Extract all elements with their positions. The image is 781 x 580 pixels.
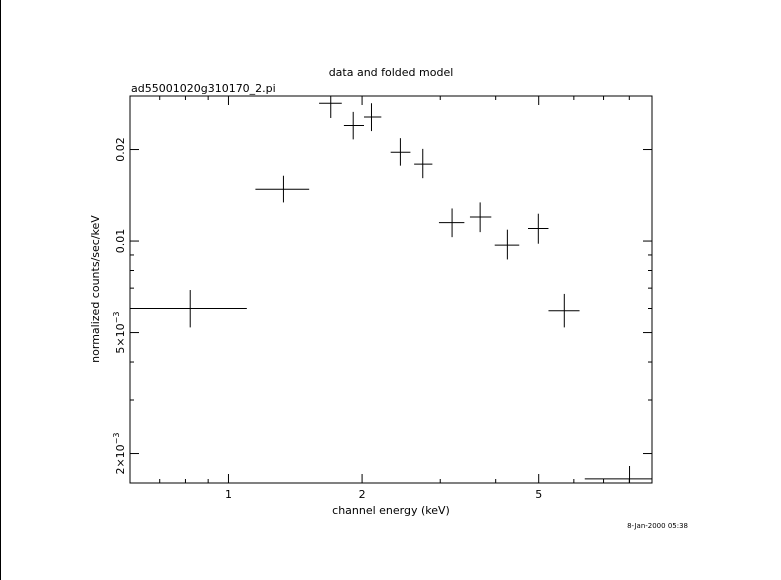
y-axis-tick-labels: 2×10−3 5×10−3 0.01 0.02 (112, 137, 127, 474)
plot-frame (129, 95, 653, 484)
data-point (319, 96, 342, 118)
data-point (584, 465, 652, 483)
y-tick-label: 0.01 (114, 229, 127, 254)
data-point (438, 208, 465, 238)
data-point (255, 175, 310, 203)
data-point (469, 202, 492, 233)
data-point (494, 229, 520, 260)
y-tick-label: 0.02 (114, 137, 127, 162)
chart-title: data and folded model (329, 66, 454, 79)
data-point (527, 213, 549, 244)
timestamp: 8-Jan-2000 05:38 (627, 522, 688, 530)
y-axis-label: normalized counts/sec/keV (89, 215, 102, 363)
y-tick-label: 5×10−3 (112, 312, 127, 354)
x-axis-ticks (129, 96, 653, 483)
x-axis-tick-labels: 1 2 5 (225, 488, 542, 501)
data-point (343, 111, 364, 140)
left-edge-line (0, 0, 1, 580)
x-tick-label: 2 (359, 488, 366, 501)
data-point (133, 290, 247, 328)
x-tick-label: 5 (535, 488, 542, 501)
x-axis-label: channel energy (keV) (332, 504, 450, 517)
chart-subtitle: ad55001020g310170_2.pi (131, 82, 276, 95)
x-tick-label: 1 (225, 488, 232, 501)
data-point (390, 138, 411, 166)
data-point (548, 293, 580, 328)
y-axis-ticks (130, 95, 652, 455)
data-point (363, 103, 382, 132)
data-point (414, 148, 433, 179)
y-tick-label: 2×10−3 (112, 433, 127, 475)
data-points (133, 96, 652, 483)
